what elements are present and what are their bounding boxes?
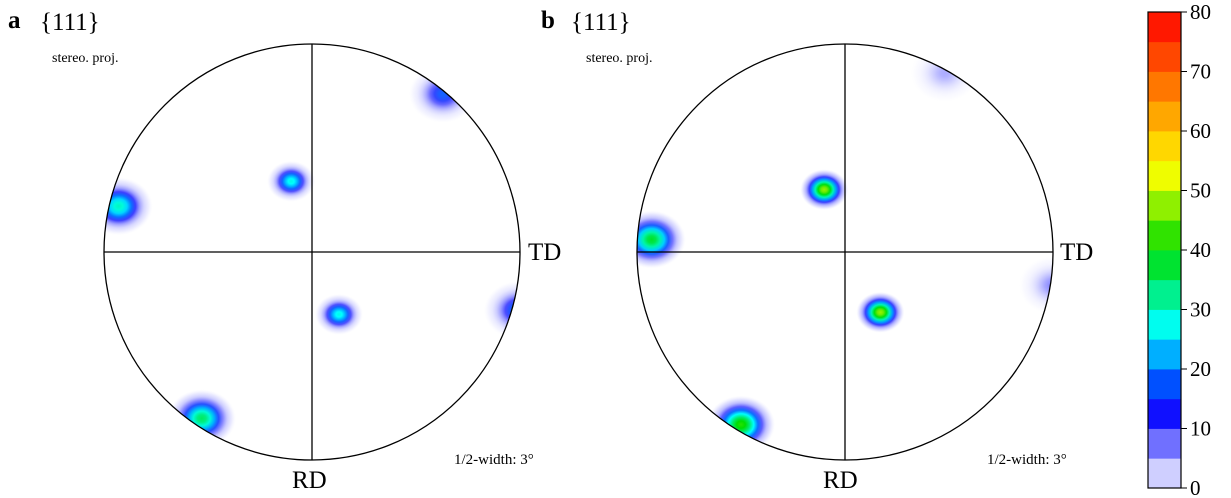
pole-figure-title-b: {111}	[571, 9, 631, 36]
pole-figure-panel-a: a {111} stereo. proj. TD RD 1/2-width: 3…	[8, 7, 561, 494]
colorbar-step	[1148, 398, 1181, 429]
colorbar-step	[1148, 250, 1181, 281]
colorbar-step	[1148, 428, 1181, 459]
pole-density-peak	[483, 281, 520, 340]
colorbar-step	[1148, 369, 1181, 400]
pole-density-peak	[910, 44, 979, 102]
colorbar-step	[1148, 12, 1181, 43]
half-width-label-a: 1/2-width: 3°	[454, 452, 534, 468]
half-width-label-b: 1/2-width: 3°	[987, 452, 1067, 468]
panel-label-b: b	[541, 7, 555, 34]
rd-axis-label-a: RD	[292, 467, 327, 494]
pole-figure-title-a: {111}	[40, 9, 100, 36]
colorbar-step	[1148, 309, 1181, 340]
colorbar-step	[1148, 131, 1181, 162]
panel-label-a: a	[8, 7, 21, 34]
colorbar-tick-label: 70	[1190, 60, 1211, 84]
pole-density-peak	[856, 291, 905, 333]
colorbar-tick-label: 50	[1190, 179, 1211, 203]
pole-density-peak	[267, 160, 316, 202]
colorbar-step	[1148, 220, 1181, 251]
colorbar-step	[1148, 101, 1181, 132]
pole-density-peak	[315, 294, 363, 335]
colorbar-step	[1148, 339, 1181, 370]
td-axis-label-b: TD	[1060, 239, 1093, 266]
pole-density-peak	[1019, 256, 1053, 315]
projection-label-a: stereo. proj.	[52, 51, 118, 66]
colorbar-tick-label: 80	[1190, 0, 1211, 24]
colorbar-step	[1148, 41, 1181, 72]
projection-label-b: stereo. proj.	[586, 51, 652, 66]
projection-circle	[636, 43, 1054, 461]
colorbar-tick-label: 10	[1190, 417, 1211, 441]
colorbar-tick-label: 0	[1190, 476, 1201, 498]
pole-figure-panel-b: b {111} stereo. proj. TD RD 1/2-width: 3…	[541, 7, 1093, 494]
pole-density-peak	[104, 177, 153, 236]
colorbar-step	[1148, 279, 1181, 310]
rd-axis-label-b: RD	[823, 467, 858, 494]
pole-density-peak	[167, 389, 236, 448]
pole-density-peak	[707, 395, 775, 454]
pole-density-peak	[637, 210, 686, 269]
colorbar-step	[1148, 71, 1181, 102]
colorbar-step	[1148, 458, 1181, 489]
colorbar-tick-label: 60	[1190, 119, 1211, 143]
pole-density-peak	[800, 169, 849, 211]
projection-circle	[103, 43, 521, 461]
colorbar-step	[1148, 160, 1181, 191]
colorbar-tick-label: 20	[1190, 357, 1211, 381]
td-axis-label-a: TD	[528, 239, 561, 266]
colorbar-tick-label: 40	[1190, 238, 1211, 262]
colorbar-tick-label: 30	[1190, 298, 1211, 322]
colorbar: 0 10 20 30 40 50 60 70 80	[1147, 0, 1211, 498]
colorbar-step	[1148, 190, 1181, 221]
